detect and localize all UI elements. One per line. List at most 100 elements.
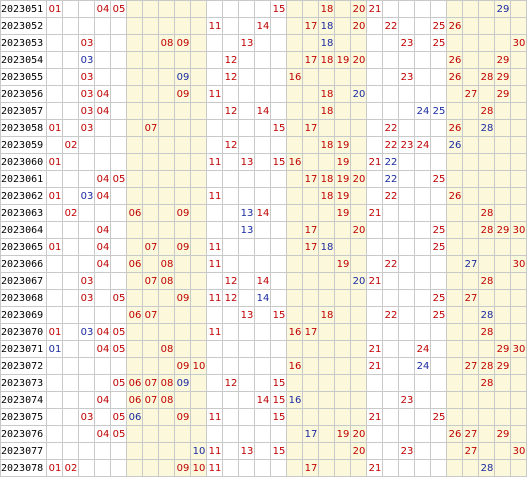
grid-hline: [0, 374, 527, 375]
drawn-number: 25: [432, 242, 446, 253]
drawn-number: 01: [48, 191, 62, 202]
issue-number: 2023055: [1, 72, 44, 83]
drawn-number: 27: [464, 89, 478, 100]
issue-number: 2023072: [1, 361, 44, 372]
drawn-number: 18: [320, 55, 334, 66]
drawn-number: 11: [208, 412, 222, 423]
grid-hline: [0, 340, 527, 341]
drawn-number: 20: [352, 429, 366, 440]
drawn-number: 20: [352, 55, 366, 66]
drawn-number: 28: [480, 123, 494, 134]
drawn-number: 21: [368, 276, 382, 287]
grid-hline: [0, 170, 527, 171]
drawn-number: 11: [208, 463, 222, 474]
drawn-number: 04: [96, 191, 110, 202]
drawn-number: 09: [176, 361, 190, 372]
drawn-number: 03: [80, 191, 94, 202]
drawn-number: 20: [352, 225, 366, 236]
drawn-number: 05: [112, 327, 126, 338]
drawn-number: 17: [304, 55, 318, 66]
drawn-number: 09: [176, 463, 190, 474]
drawn-number: 12: [224, 55, 238, 66]
drawn-number: 27: [464, 446, 478, 457]
drawn-number: 01: [48, 157, 62, 168]
issue-number: 2023074: [1, 395, 44, 406]
drawn-number: 08: [160, 259, 174, 270]
grid-hline: [0, 85, 527, 86]
drawn-number: 25: [432, 174, 446, 185]
drawn-number: 17: [304, 225, 318, 236]
drawn-number: 05: [112, 344, 126, 355]
grid-hline: [0, 204, 527, 205]
issue-number: 2023078: [1, 463, 44, 474]
drawn-number: 30: [512, 259, 526, 270]
drawn-number: 04: [96, 395, 110, 406]
drawn-number: 05: [112, 378, 126, 389]
drawn-number: 13: [240, 157, 254, 168]
drawn-number: 18: [320, 106, 334, 117]
drawn-number: 09: [176, 72, 190, 83]
grid-hline: [0, 34, 527, 35]
drawn-number: 19: [336, 191, 350, 202]
drawn-number: 26: [448, 429, 462, 440]
grid-hline: [0, 221, 527, 222]
grid-hline: [0, 136, 527, 137]
drawn-number: 28: [480, 208, 494, 219]
drawn-number: 28: [480, 276, 494, 287]
drawn-number: 24: [416, 344, 430, 355]
drawn-number: 17: [304, 429, 318, 440]
drawn-number: 18: [320, 89, 334, 100]
drawn-number: 23: [400, 38, 414, 49]
grid-hline: [0, 391, 527, 392]
drawn-number: 17: [304, 242, 318, 253]
drawn-number: 04: [96, 327, 110, 338]
drawn-number: 22: [384, 259, 398, 270]
drawn-number: 17: [304, 123, 318, 134]
drawn-number: 19: [336, 208, 350, 219]
drawn-number: 22: [384, 157, 398, 168]
drawn-number: 09: [176, 89, 190, 100]
drawn-number: 06: [128, 395, 142, 406]
drawn-number: 05: [112, 174, 126, 185]
grid-hline: [0, 272, 527, 273]
drawn-number: 06: [128, 259, 142, 270]
drawn-number: 09: [176, 412, 190, 423]
issue-number: 2023053: [1, 38, 44, 49]
drawn-number: 01: [48, 327, 62, 338]
drawn-number: 19: [336, 157, 350, 168]
drawn-number: 12: [224, 140, 238, 151]
drawn-number: 11: [208, 259, 222, 270]
drawn-number: 09: [176, 242, 190, 253]
drawn-number: 17: [304, 327, 318, 338]
drawn-number: 25: [432, 293, 446, 304]
drawn-number: 12: [224, 378, 238, 389]
drawn-number: 05: [112, 429, 126, 440]
drawn-number: 26: [448, 191, 462, 202]
drawn-number: 07: [144, 310, 158, 321]
grid-hline: [0, 425, 527, 426]
drawn-number: 25: [432, 38, 446, 49]
issue-number: 2023059: [1, 140, 44, 151]
drawn-number: 30: [512, 344, 526, 355]
drawn-number: 07: [144, 123, 158, 134]
issue-number: 2023057: [1, 106, 44, 117]
drawn-number: 21: [368, 208, 382, 219]
grid-hline: [0, 238, 527, 239]
issue-number: 2023052: [1, 21, 44, 32]
issue-number: 2023069: [1, 310, 44, 321]
drawn-number: 01: [48, 123, 62, 134]
drawn-number: 19: [336, 259, 350, 270]
drawn-number: 14: [256, 395, 270, 406]
drawn-number: 03: [80, 123, 94, 134]
drawn-number: 11: [208, 327, 222, 338]
drawn-number: 27: [464, 293, 478, 304]
drawn-number: 15: [272, 412, 286, 423]
drawn-number: 28: [480, 225, 494, 236]
drawn-number: 18: [320, 242, 334, 253]
drawn-number: 12: [224, 72, 238, 83]
issue-number: 2023065: [1, 242, 44, 253]
drawn-number: 20: [352, 174, 366, 185]
grid-hline: [0, 119, 527, 120]
drawn-number: 03: [80, 327, 94, 338]
